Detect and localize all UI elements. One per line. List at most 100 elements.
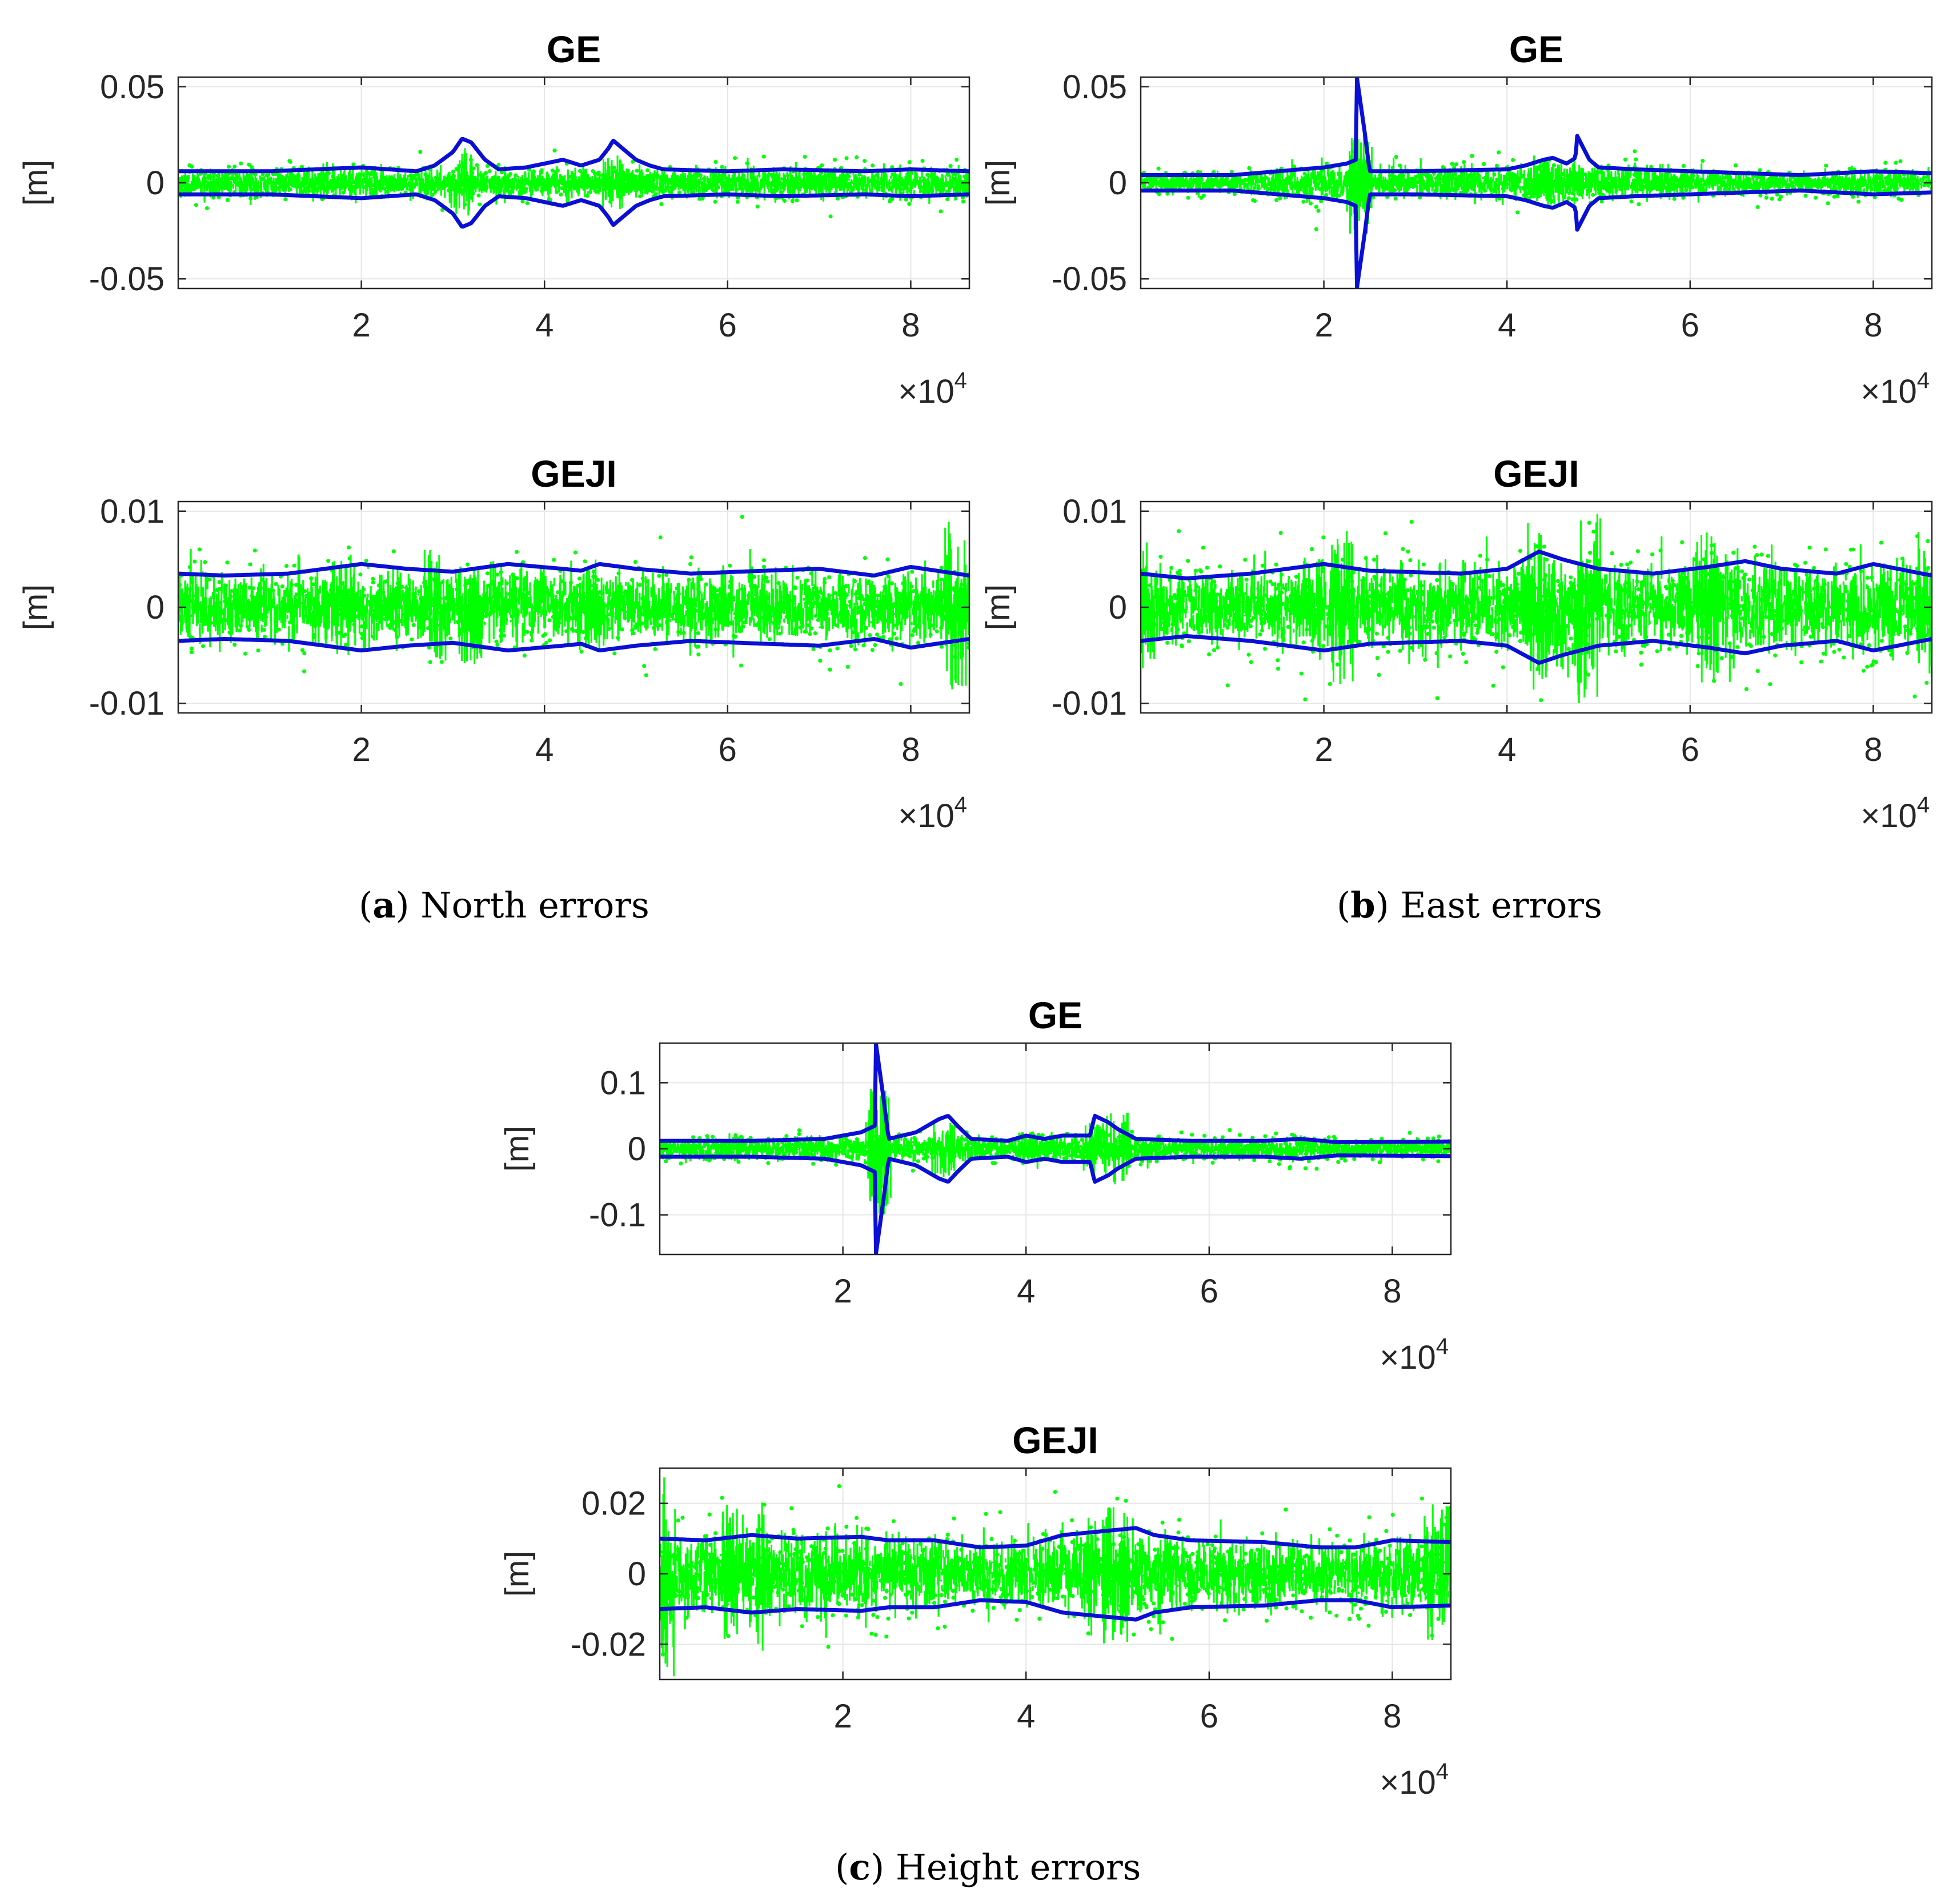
y-tick-label: 0.02: [582, 1485, 646, 1522]
y-tick-label: 0: [628, 1556, 646, 1593]
scatter-spike: [1105, 1507, 1130, 1642]
x-multiplier: ×104: [1379, 1334, 1449, 1376]
x-multiplier-exponent: 4: [1917, 792, 1930, 817]
x-tick-label: 6: [719, 731, 737, 768]
x-multiplier-exponent: 4: [1436, 1759, 1449, 1784]
y-axis-label: [m]: [980, 584, 1017, 631]
caption-b-text: East errors: [1400, 884, 1602, 926]
lower-bound-line: [178, 637, 969, 653]
y-tick-label: 0: [146, 589, 165, 626]
y-tick-label: -0.01: [1052, 685, 1127, 722]
upper-bound-line: [1141, 77, 1932, 177]
lower-bound-line: [660, 1153, 1451, 1254]
chart-title: GEJI: [531, 452, 616, 495]
x-multiplier-exponent: 4: [955, 368, 967, 393]
y-tick-label: 0: [1109, 589, 1127, 626]
upper-bound-line: [178, 137, 969, 174]
scatter-outliers: [178, 515, 969, 686]
x-multiplier: ×104: [1379, 1759, 1449, 1801]
scatter-spike: [624, 171, 648, 194]
scatter-spike: [1330, 531, 1355, 684]
y-tick-label: 0.1: [600, 1064, 646, 1101]
x-tick-label: 2: [352, 731, 370, 768]
x-tick-label: 6: [1681, 731, 1699, 768]
y-tick-label: 0.01: [100, 493, 165, 530]
scatter-errors: [660, 1511, 1451, 1638]
x-tick-label: 2: [1314, 307, 1333, 344]
y-tick-label: 0.01: [1062, 493, 1127, 530]
upper-bound-line: [660, 1043, 1451, 1144]
caption-a-letter: a: [372, 884, 396, 926]
plot-data: [178, 515, 969, 690]
scatter-spike: [931, 1120, 956, 1177]
x-tick-label: 6: [1681, 307, 1699, 344]
x-tick-label: 2: [833, 1698, 852, 1735]
x-tick-label: 8: [901, 731, 920, 768]
x-tick-label: 4: [1498, 307, 1516, 344]
x-tick-label: 8: [1383, 1273, 1401, 1310]
x-tick-label: 4: [1498, 731, 1516, 768]
chart-title: GE: [1028, 994, 1082, 1036]
scatter-spike: [1082, 1123, 1107, 1176]
scatter-spike: [578, 559, 603, 651]
scatter-spike: [1527, 523, 1551, 690]
scatter-spike: [601, 155, 624, 211]
scatter-spike: [1014, 1136, 1038, 1162]
x-multiplier-exponent: 4: [955, 792, 967, 817]
x-tick-label: 8: [1864, 307, 1882, 344]
x-multiplier-exponent: 4: [1917, 368, 1930, 393]
chart-height-ge: 2 4 6 8-0.100.1GE[m]×104: [499, 994, 1452, 1376]
caption-c: (c) Height errors: [835, 1846, 1141, 1888]
scatter-spike: [748, 1502, 773, 1651]
lower-bound-line: [660, 1598, 1451, 1622]
x-tick-label: 8: [901, 307, 920, 344]
plot-data: [1141, 77, 1932, 288]
x-tick-label: 2: [833, 1273, 852, 1310]
x-multiplier-base: ×10: [1860, 373, 1916, 410]
caption-a: (a) North errors: [359, 884, 649, 926]
scatter-spike: [944, 522, 969, 690]
x-tick-label: 6: [719, 307, 737, 344]
y-tick-label: -0.02: [571, 1626, 646, 1663]
caption-b: (b) East errors: [1337, 884, 1602, 926]
lower-bound-line: [1141, 634, 1932, 665]
y-tick-label: 0: [146, 165, 165, 202]
scatter-spike: [532, 173, 556, 193]
y-axis-label: [m]: [499, 1551, 536, 1597]
x-multiplier: ×104: [1860, 792, 1930, 835]
plot-data: [660, 1477, 1451, 1677]
y-tick-label: -0.1: [589, 1197, 646, 1234]
scatter-spike: [1559, 171, 1582, 194]
scatter-spike: [450, 148, 474, 216]
caption-b-letter: b: [1350, 884, 1375, 926]
x-multiplier-base: ×10: [1379, 1764, 1435, 1801]
caption-c-letter: c: [849, 1846, 871, 1888]
scatter-spike: [382, 175, 406, 191]
scatter-spike: [423, 550, 447, 661]
y-tick-label: 0: [1109, 165, 1127, 202]
upper-bound-line: [1141, 550, 1932, 580]
x-tick-label: 8: [1864, 731, 1882, 768]
y-tick-label: 0: [628, 1131, 646, 1168]
chart-title: GEJI: [1493, 452, 1579, 495]
chart-title: GE: [1509, 28, 1563, 70]
x-tick-label: 2: [1314, 731, 1333, 768]
x-multiplier: ×104: [1860, 368, 1930, 410]
x-multiplier-base: ×10: [898, 373, 954, 410]
x-multiplier-exponent: 4: [1436, 1334, 1449, 1359]
scatter-spike: [459, 568, 483, 664]
scatter-spike: [569, 175, 593, 191]
scatter-spike: [1696, 532, 1720, 683]
x-tick-label: 8: [1383, 1698, 1401, 1735]
scatter-outliers: [660, 1484, 1451, 1657]
x-multiplier-base: ×10: [1860, 797, 1916, 835]
y-axis-label: [m]: [17, 160, 54, 206]
x-multiplier-base: ×10: [898, 797, 954, 835]
y-tick-label: 0.05: [1062, 69, 1127, 106]
x-tick-label: 4: [1017, 1698, 1035, 1735]
x-tick-label: 4: [535, 307, 554, 344]
scatter-spike: [721, 1505, 745, 1639]
